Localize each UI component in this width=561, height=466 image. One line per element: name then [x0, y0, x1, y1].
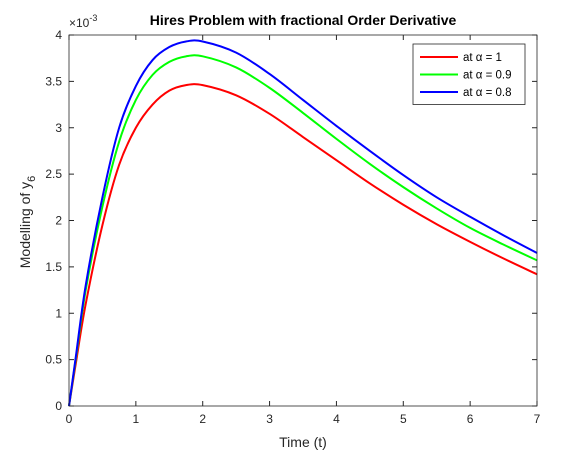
x-tick-label: 7 — [534, 412, 541, 426]
y-tick-label: 2 — [55, 214, 62, 228]
y-axis-label: Modelling of y6 — [17, 176, 38, 269]
y-tick-label: 2.5 — [45, 167, 62, 181]
legend: at α = 1 at α = 0.9 at α = 0.8 — [412, 43, 526, 105]
y-label-text: Modelling of y — [17, 182, 33, 268]
x-tick-label: 6 — [467, 412, 474, 426]
y-tick-label: 0.5 — [45, 353, 62, 367]
x-tick-label: 0 — [66, 412, 73, 426]
y-label-subscript: 6 — [26, 176, 38, 182]
y-tick-label: 4 — [55, 28, 62, 42]
y-multiplier: ×10-3 — [69, 13, 97, 30]
legend-label: at α = 1 — [463, 52, 502, 64]
axes-box — [68, 34, 538, 407]
y-tick-label: 1.5 — [45, 260, 62, 274]
x-tick-label: 3 — [266, 412, 273, 426]
y-tick-label: 1 — [55, 306, 62, 320]
x-axis-label: Time (t) — [279, 434, 327, 450]
x-tick-label: 4 — [333, 412, 340, 426]
series-line — [68, 83, 538, 407]
chart-title: Hires Problem with fractional Order Deri… — [150, 12, 457, 28]
y-multiplier-exponent: -3 — [89, 13, 97, 23]
series-line — [68, 54, 538, 407]
x-tick-label: 2 — [199, 412, 206, 426]
y-tick-label: 3.5 — [45, 74, 62, 88]
x-tick-label: 5 — [400, 412, 407, 426]
x-tick-label: 1 — [133, 412, 140, 426]
y-multiplier-base: ×10 — [69, 16, 90, 30]
y-tick-label: 0 — [55, 399, 62, 413]
y-tick-label: 3 — [55, 121, 62, 135]
legend-label: at α = 0.8 — [463, 87, 512, 99]
legend-label: at α = 0.9 — [463, 70, 512, 82]
series-line — [68, 39, 538, 407]
